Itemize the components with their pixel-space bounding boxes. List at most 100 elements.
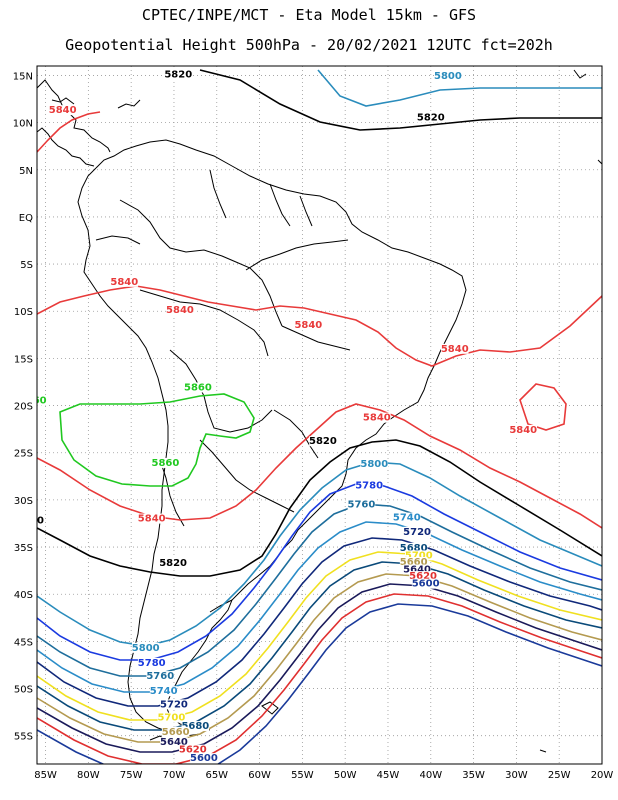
contour-label-background — [160, 699, 188, 710]
contour-label-background — [403, 564, 431, 575]
contour-label-background — [411, 578, 440, 589]
contour-label: 5840 — [441, 344, 469, 355]
contour-label-background — [509, 424, 538, 435]
contour-label-background — [48, 105, 77, 116]
contour-label-background — [416, 112, 445, 123]
contour-label-background — [164, 69, 193, 80]
lon-tick-label: 35W — [462, 770, 485, 781]
contour-label: 5840 — [138, 514, 166, 525]
height-contours — [37, 69, 602, 764]
lat-tick-label: 35S — [14, 543, 33, 554]
contour-label-background — [179, 744, 207, 755]
contour-label-background — [190, 753, 218, 764]
contour-label-background — [159, 557, 187, 568]
contour-label: 5840 — [49, 105, 77, 116]
contour-label-background — [399, 556, 428, 567]
lon-tick-label: 55W — [291, 770, 314, 781]
contour-label-background — [440, 343, 469, 354]
contour-label-background — [363, 412, 391, 423]
lat-tick-label: 15N — [13, 71, 33, 82]
contour-label: 5800 — [434, 71, 462, 82]
contour-label: 5680 — [181, 721, 209, 732]
contour-label: 5840 — [363, 413, 391, 424]
contour-label: 5820 — [417, 113, 445, 124]
lon-tick-label: 20W — [591, 770, 614, 781]
contour-label-background — [294, 320, 323, 331]
contour-label-background — [309, 436, 337, 447]
contour-label-background — [355, 480, 383, 491]
contour-label-background — [160, 737, 188, 748]
contour-label: 5720 — [160, 699, 188, 710]
contour-label: 5860 — [151, 458, 179, 469]
contour-label-background — [110, 276, 139, 287]
lon-tick-label: 45W — [377, 770, 400, 781]
contour-label-background — [181, 721, 210, 732]
contour-label-background — [37, 395, 47, 406]
lat-tick-label: 25S — [14, 449, 33, 460]
contour-label-background — [166, 305, 194, 316]
lon-tick-label: 30W — [505, 770, 528, 781]
lat-tick-label: 5S — [20, 260, 33, 271]
contour-label: 5660 — [400, 557, 428, 568]
contour-label: 5660 — [162, 727, 190, 738]
lon-tick-label: 75W — [120, 770, 143, 781]
contour-label-background — [409, 571, 437, 582]
contour-label: 5720 — [403, 527, 431, 538]
contour-label: 5820 — [159, 558, 187, 569]
contour-label: 5860 — [19, 396, 47, 407]
contour-label: 5640 — [403, 565, 431, 576]
lat-tick-label: 40S — [14, 590, 33, 601]
contour-label-background — [399, 542, 428, 553]
contour-label: 5820 — [309, 436, 337, 447]
contour-label-background — [37, 515, 45, 526]
lon-tick-label: 60W — [248, 770, 271, 781]
contour-label: 5800 — [132, 643, 160, 654]
contour-label-background — [137, 513, 166, 524]
lat-tick-label: 5N — [19, 166, 33, 177]
map-frame — [36, 65, 603, 765]
contour-label-background — [347, 499, 376, 510]
contour-label: 5700 — [157, 713, 185, 724]
contour-label: 5840 — [110, 277, 138, 288]
contour-label-background — [137, 657, 166, 668]
lat-tick-label: 20S — [14, 402, 33, 413]
contour-label: 5700 — [405, 550, 433, 561]
contour-label: 820 — [23, 515, 44, 526]
map-title-line-1: CPTEC/INPE/MCT - Eta Model 15km - GFS — [141, 6, 477, 24]
contour-label: 5840 — [509, 425, 537, 436]
lat-tick-label: 10N — [13, 119, 33, 130]
contour-label: 5840 — [166, 305, 194, 316]
lat-tick-label: 45S — [14, 637, 33, 648]
lon-tick-label: 25W — [548, 770, 571, 781]
lat-tick-label: 30S — [14, 496, 33, 507]
coastlines-and-borders — [37, 69, 602, 753]
contour-label: 5840 — [294, 320, 322, 331]
lat-tick-label: 50S — [14, 685, 33, 696]
contour-label-background — [151, 457, 180, 468]
contour-label: 5860 — [184, 382, 212, 393]
contour-label: 5600 — [412, 579, 440, 590]
contour-label-background — [184, 382, 212, 393]
contour-label: 5740 — [150, 686, 178, 697]
lon-tick-label: 65W — [205, 770, 228, 781]
lat-tick-label: 15S — [14, 354, 33, 365]
lon-tick-label: 40W — [419, 770, 442, 781]
contour-label: 5800 — [360, 459, 388, 470]
lon-tick-label: 70W — [163, 770, 186, 781]
contour-label-background — [360, 458, 389, 469]
contour-labels: 5820 5800 5820 5840 5840 5840 5840 5840 5840 5840… — [19, 69, 538, 764]
lon-tick-label: 50W — [334, 770, 357, 781]
axis-ticks: 85W 80W 75W 70W 65W 60W 55W 50W 45W 40W 35W 30W 25W 2… — [13, 71, 614, 781]
lat-tick-label: 55S — [14, 732, 33, 743]
contour-label-background — [131, 642, 160, 653]
contour-label: 5780 — [355, 481, 383, 492]
lon-tick-label: 85W — [34, 770, 57, 781]
contour-label: 5680 — [400, 543, 428, 554]
contour-label: 5740 — [393, 513, 421, 524]
map-title-line-2: Geopotential Height 500hPa - 20/02/2021 … — [65, 36, 553, 54]
contour-label-background — [149, 686, 178, 697]
contour-label-background — [405, 550, 433, 561]
contour-label: 5620 — [409, 571, 437, 582]
contour-label: 5640 — [160, 737, 188, 748]
